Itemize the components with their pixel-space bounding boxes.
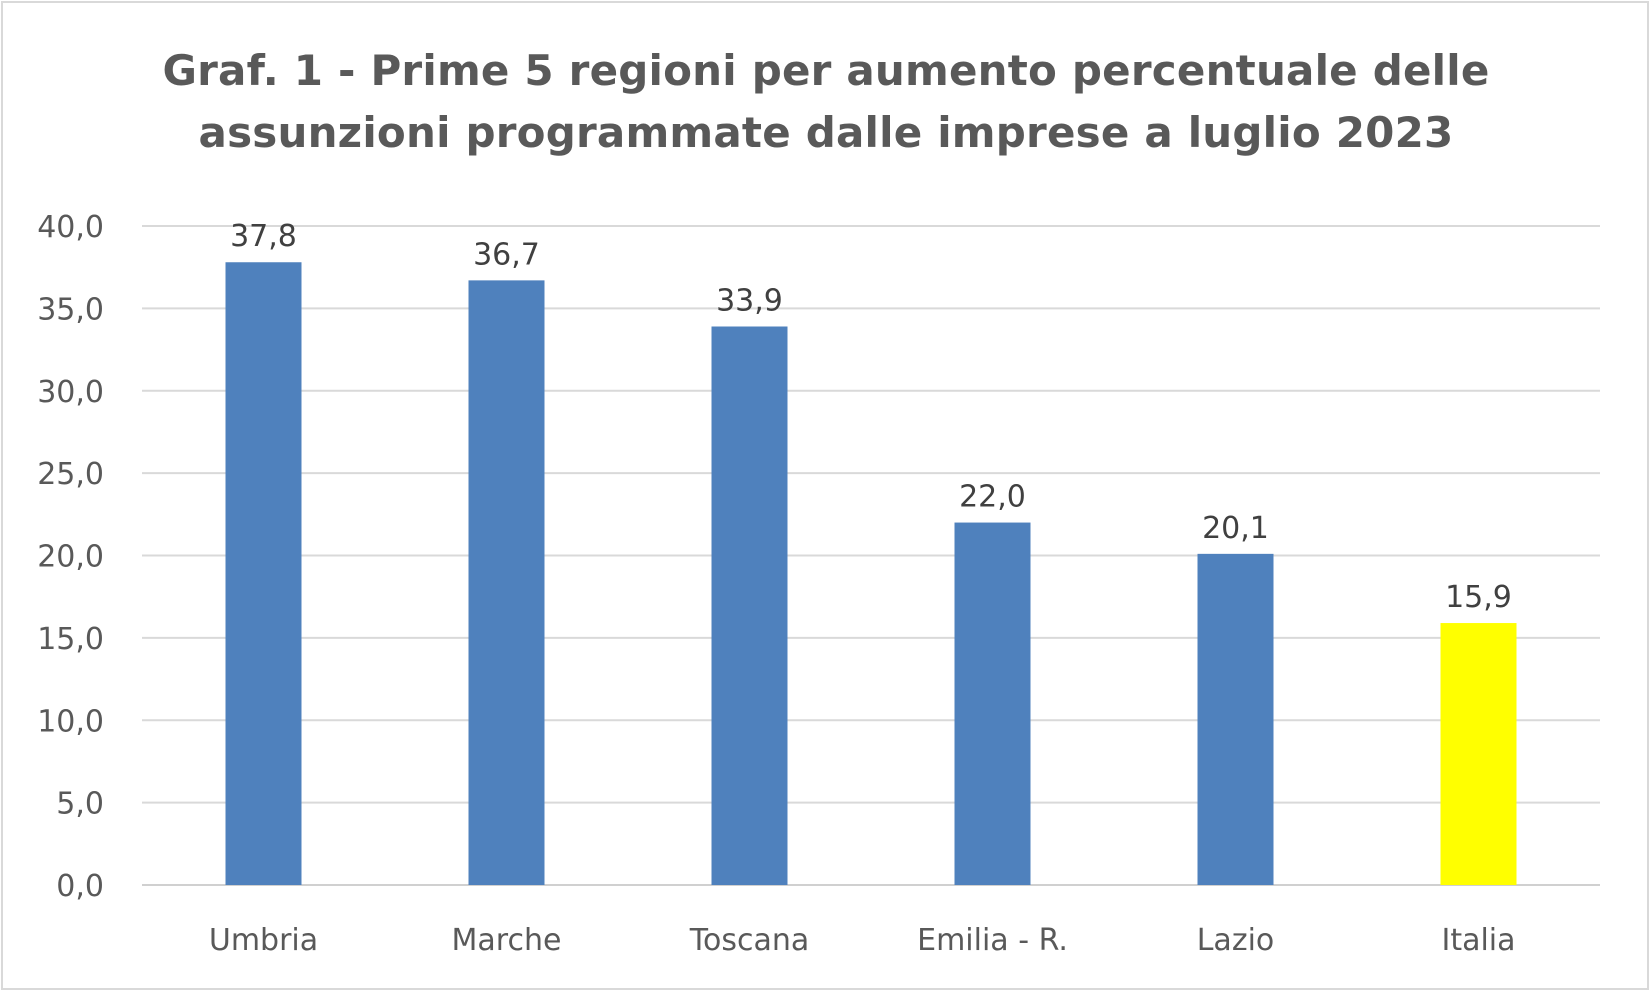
y-tick-label: 10,0: [37, 704, 104, 739]
y-tick-label: 5,0: [56, 787, 104, 822]
y-tick-label: 35,0: [37, 292, 104, 327]
bars: [225, 262, 1517, 885]
chart-title-line-1: Graf. 1 - Prime 5 regioni per aumento pe…: [162, 46, 1490, 95]
y-tick-label: 25,0: [37, 457, 104, 492]
gridlines: [142, 225, 1600, 886]
y-tick-label: 30,0: [37, 375, 104, 410]
bar-marche: [468, 280, 545, 885]
bar-umbria: [225, 262, 302, 885]
bar-emilia-r: [954, 522, 1031, 885]
bar-toscana: [711, 326, 788, 885]
data-labels: 37,8 36,7 33,9 22,0 20,1 15,9: [230, 219, 1512, 615]
x-category-label: Marche: [452, 923, 562, 958]
data-label: 15,9: [1445, 580, 1512, 615]
chart-title-line-2: assunzioni programmate dalle imprese a l…: [198, 108, 1454, 157]
x-category-label: Italia: [1441, 923, 1515, 958]
x-axis-labels: Umbria Marche Toscana Emilia - R. Lazio Itali…: [209, 923, 1516, 958]
x-category-label: Toscana: [689, 923, 810, 958]
y-tick-label: 0,0: [56, 869, 104, 904]
y-axis-ticks: 0,0 5,0 10,0 15,0 20,0 25,0 30,0 35,0 40,0: [37, 210, 104, 904]
data-label: 37,8: [230, 219, 297, 254]
bar-italia: [1440, 623, 1517, 885]
chart-title: Graf. 1 - Prime 5 regioni per aumento pe…: [0, 40, 1652, 164]
data-label: 33,9: [716, 283, 783, 318]
data-label: 20,1: [1202, 511, 1269, 546]
x-category-label: Lazio: [1197, 923, 1275, 958]
data-label: 22,0: [959, 480, 1026, 515]
data-label: 36,7: [473, 237, 540, 272]
y-tick-label: 15,0: [37, 622, 104, 657]
x-category-label: Umbria: [209, 923, 318, 958]
bar-lazio: [1197, 553, 1274, 885]
y-tick-label: 20,0: [37, 540, 104, 575]
y-tick-label: 40,0: [37, 210, 104, 245]
x-category-label: Emilia - R.: [917, 923, 1068, 958]
